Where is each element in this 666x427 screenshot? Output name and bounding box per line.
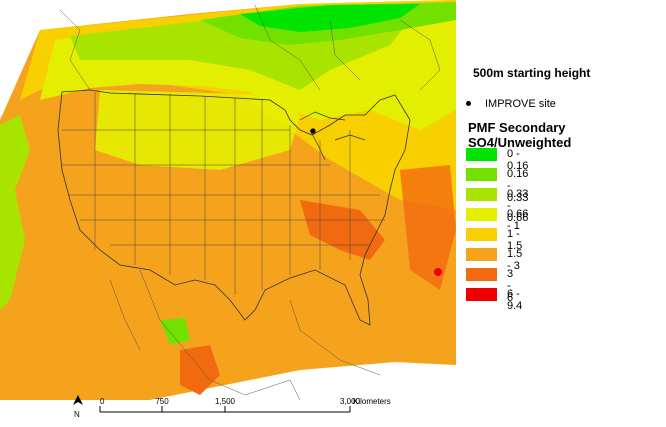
legend-class-label: 0.16 - 0.33	[507, 168, 529, 204]
map-canvas	[0, 0, 456, 401]
scale-unit-label: Kilometers	[353, 397, 391, 406]
scale-tick-label: 1,500	[215, 397, 236, 406]
legend-swatch	[466, 148, 497, 161]
zone-green-spot	[160, 318, 190, 345]
scale-tick-label: 0	[100, 397, 105, 406]
great-lakes	[299, 111, 366, 161]
improve-site-marker	[310, 128, 316, 134]
zone-west-coast	[0, 115, 30, 310]
legend-class-label: 0.33 - 0.66	[507, 188, 529, 224]
north-arrow-icon	[73, 395, 83, 405]
north-label: N	[74, 410, 80, 419]
legend-swatch	[466, 188, 497, 201]
scale-tick-label: 750	[155, 397, 169, 406]
legend-class-label: 6 - 9.4	[507, 288, 523, 312]
site-legend-label: IMPROVE site	[485, 98, 556, 110]
zone-bright-green	[240, 4, 420, 32]
legend-swatch	[466, 248, 497, 261]
legend-class-label: 1.5 - 3	[507, 248, 523, 272]
zone-red-spot	[434, 268, 442, 276]
legend-swatch	[466, 268, 497, 281]
legend-swatch	[466, 228, 497, 241]
map-legend: 500m starting height IMPROVE site PMF Se…	[456, 0, 666, 427]
legend-class-label: 0 - 0.16	[507, 148, 529, 172]
us-boundary	[57, 89, 411, 326]
concentration-map	[0, 0, 456, 401]
legend-swatch	[466, 288, 497, 301]
international-features	[59, 4, 441, 401]
scale-tick-label: 3,000	[340, 397, 361, 406]
zone-mexico	[180, 345, 220, 395]
scale-bar: N 0 750 1,500 3,000 Kilometers	[70, 392, 430, 422]
zone-atlantic	[400, 165, 456, 290]
legend-class-label: 1 - 1.5	[507, 228, 523, 252]
legend-swatch	[466, 208, 497, 221]
legend-swatch	[466, 168, 497, 181]
site-legend-item: IMPROVE site	[466, 98, 556, 110]
site-dot-icon	[466, 100, 471, 106]
legend-title: PMF Secondary SO4/Unweighted	[468, 120, 572, 150]
legend-class-label: 3 - 6	[507, 268, 514, 304]
legend-class-label: 0.66 - 1	[507, 208, 529, 232]
state-boundaries	[62, 92, 385, 295]
starting-height-heading: 500m starting height	[473, 66, 591, 80]
